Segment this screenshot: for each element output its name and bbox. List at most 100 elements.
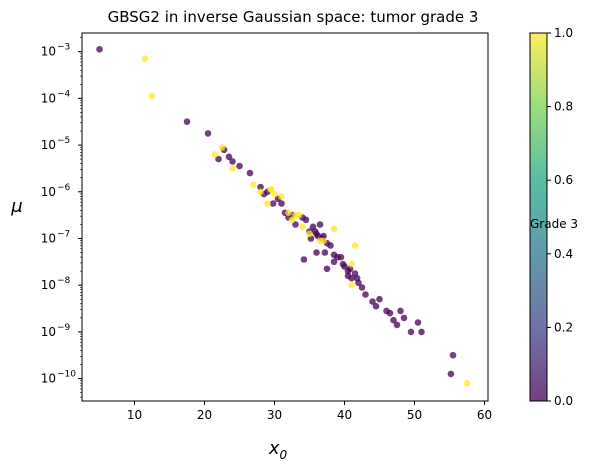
scatter-point (257, 183, 264, 191)
y-tick-label-exponent: −4 (57, 89, 71, 99)
x-tick-label: 10 (127, 408, 142, 422)
x-axis-label: x0 (268, 438, 288, 462)
scatter-point (407, 328, 415, 336)
scatter-point (362, 291, 369, 298)
scatter-point (218, 144, 226, 151)
colorbar-tick-label: 0.0 (554, 394, 573, 408)
scatter-point (330, 225, 338, 233)
scatter-point (292, 221, 299, 228)
scatter-point (204, 130, 212, 137)
scatter-point (306, 230, 313, 238)
scatter-point (327, 242, 334, 249)
scatter-point (236, 162, 243, 170)
y-tick-label-exponent: −8 (57, 276, 71, 286)
x-tick-label: 40 (337, 408, 352, 422)
scatter-point (278, 193, 285, 200)
scatter-point (229, 158, 236, 165)
y-tick-label: 10 (41, 185, 56, 199)
scatter-point (264, 200, 271, 207)
y-tick-label: 10 (41, 231, 56, 245)
plot-frame (81, 32, 489, 402)
scatter-point (344, 272, 352, 280)
scatter-point (337, 253, 345, 261)
scatter-point (300, 256, 308, 263)
colorbar-tick-label: 1.0 (554, 26, 573, 40)
scatter-point (320, 237, 327, 245)
scatter-point (148, 92, 156, 100)
colorbar-label: Grade 3 (530, 217, 578, 231)
scatter-point (225, 153, 233, 161)
y-tick-label: 10 (41, 278, 56, 292)
y-tick-label-exponent: −6 (57, 183, 71, 193)
scatter-point (390, 316, 397, 324)
scatter-point (348, 281, 355, 289)
scatter-point (463, 380, 471, 387)
scatter-point (316, 221, 324, 228)
scatter-point (330, 258, 338, 266)
scatter-point (397, 307, 404, 315)
scatter-point (257, 188, 264, 196)
scatter-point (376, 295, 383, 303)
scatter-point (339, 260, 347, 268)
scatter-point (372, 302, 380, 310)
scatter-point (278, 200, 285, 207)
scatter-point (302, 216, 310, 224)
colorbar-gradient (530, 33, 547, 401)
scatter-point (288, 216, 296, 224)
scatter-point (369, 298, 376, 305)
x-tick-label: 50 (407, 408, 422, 422)
scatter-point (321, 249, 329, 256)
scatter-point (285, 209, 292, 217)
scatter-point (141, 55, 149, 62)
colorbar-tick-label: 0.6 (554, 173, 573, 187)
scatter-point (295, 211, 303, 219)
scatter-point (271, 190, 278, 198)
scatter-point (330, 251, 338, 259)
scatter-point (358, 284, 366, 291)
scatter-point (323, 265, 331, 273)
scatter-point (351, 242, 359, 249)
scatter-point (320, 232, 327, 240)
x-tick-label: 30 (267, 408, 282, 422)
scatter-point (299, 223, 306, 231)
scatter-point (267, 186, 275, 193)
colorbar-frame (529, 32, 548, 402)
y-tick-label: 10 (41, 372, 56, 386)
scatter-point (418, 328, 425, 336)
x-axis: 10 20 30 40 50 60 (127, 401, 492, 422)
y-tick-label-exponent: −5 (57, 136, 70, 146)
y-tick-label-exponent: −10 (57, 370, 76, 380)
y-tick-label: 10 (41, 91, 56, 105)
y-tick-label: 10 (41, 325, 56, 339)
y-tick-label: 10 (41, 138, 56, 152)
y-tick-label-exponent: −3 (57, 43, 70, 53)
scatter-point (355, 279, 362, 287)
scatter-point (313, 249, 320, 256)
scatter-point (386, 309, 394, 317)
y-tick-label-exponent: −9 (57, 323, 71, 333)
scatter-point (215, 155, 222, 163)
scatter-point (393, 321, 401, 329)
scatter-point (183, 118, 191, 125)
x-axis-label-subscript: 0 (280, 448, 288, 462)
y-axis-label: μ (10, 196, 22, 217)
scatter-point (211, 151, 219, 158)
scatter-point (229, 165, 236, 172)
scatter-point (96, 46, 103, 53)
plot-area (81, 32, 489, 402)
x-tick-label: 60 (477, 408, 492, 422)
y-tick-label-exponent: −7 (57, 229, 70, 239)
scatter-point (449, 351, 457, 359)
y-tick-label: 10 (41, 45, 56, 59)
scatter-point (447, 370, 455, 378)
scatter-point (250, 181, 257, 189)
scatter-point (246, 169, 254, 177)
scatter-point (414, 319, 422, 326)
scatter-point (269, 200, 277, 207)
chart-title: GBSG2 in inverse Gaussian space: tumor g… (108, 8, 479, 26)
colorbar: 0.0 0.2 0.4 0.6 0.8 1.0 (529, 26, 573, 408)
colorbar-tick-label: 0.4 (554, 247, 573, 261)
colorbar-tick-label: 0.8 (554, 100, 573, 114)
colorbar-tick-label: 0.2 (554, 320, 573, 334)
